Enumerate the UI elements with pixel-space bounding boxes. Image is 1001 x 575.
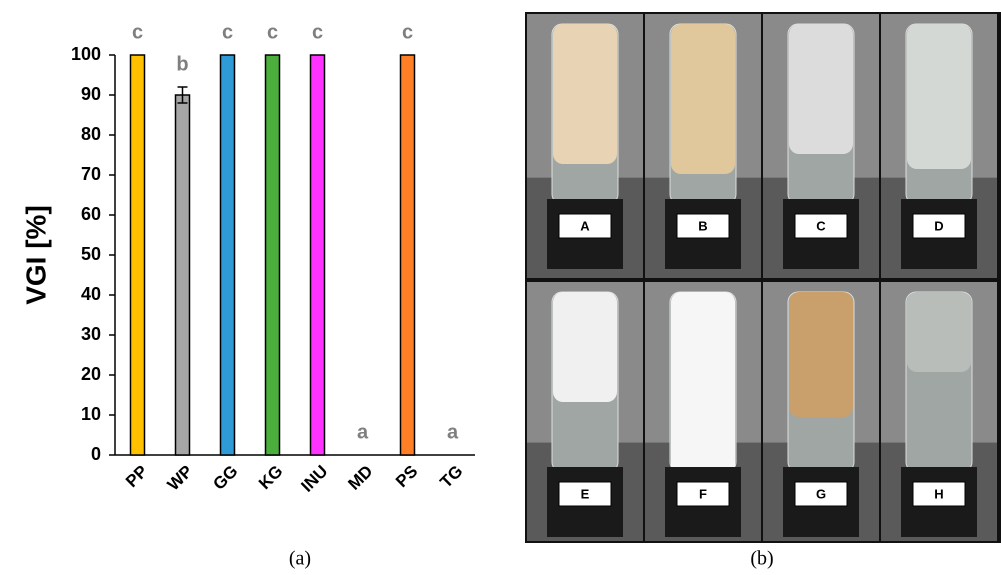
photo-label: G <box>816 486 826 501</box>
significance-letter: c <box>222 21 233 43</box>
photo-label: H <box>934 486 943 501</box>
significance-letter: b <box>176 53 188 75</box>
x-tick-label: GG <box>209 462 241 494</box>
y-tick-label: 50 <box>81 244 101 264</box>
bar <box>311 55 325 455</box>
vial-content <box>789 292 853 417</box>
y-tick-label: 30 <box>81 324 101 344</box>
significance-letter: c <box>267 21 278 43</box>
bar <box>221 55 235 455</box>
photo-label: D <box>934 218 943 233</box>
significance-letter: a <box>447 421 459 443</box>
x-tick-label: KG <box>255 462 286 493</box>
panel-caption: (b) <box>750 548 773 570</box>
x-tick-label: MD <box>344 462 376 494</box>
significance-letter: c <box>312 21 323 43</box>
panel-caption: (a) <box>289 548 311 570</box>
bar <box>131 55 145 455</box>
vial-content <box>553 292 617 402</box>
vial-content <box>907 292 971 372</box>
significance-letter: c <box>402 21 413 43</box>
y-tick-label: 90 <box>81 84 101 104</box>
vial-content <box>671 292 735 482</box>
photo-label: A <box>580 218 590 233</box>
y-tick-label: 60 <box>81 204 101 224</box>
bar <box>176 95 190 455</box>
bar <box>401 55 415 455</box>
vial-content <box>907 24 971 169</box>
photo-label: F <box>699 486 707 501</box>
y-tick-label: 0 <box>91 444 101 464</box>
x-tick-label: INU <box>297 462 331 496</box>
y-tick-label: 10 <box>81 404 101 424</box>
photo-label: B <box>698 218 707 233</box>
figure: (a) (b) VGI [%] 0 10 20 30 40 50 60 70 80 90 100 c P… <box>0 0 1001 575</box>
y-tick-label: 70 <box>81 164 101 184</box>
significance-letter: a <box>357 421 369 443</box>
y-tick-label: 40 <box>81 284 101 304</box>
y-tick-label: 100 <box>71 44 101 64</box>
x-tick-label: PS <box>392 462 421 491</box>
significance-letter: c <box>132 21 143 43</box>
photo-label: E <box>581 486 590 501</box>
x-tick-label: WP <box>164 462 197 495</box>
x-tick-label: PP <box>122 462 151 491</box>
y-tick-label: 20 <box>81 364 101 384</box>
y-tick-label: 80 <box>81 124 101 144</box>
vial-content <box>671 24 735 174</box>
y-axis-label: VGI [%] <box>20 205 51 305</box>
x-tick-label: TG <box>436 462 466 492</box>
photo-label: C <box>816 218 826 233</box>
vial-content <box>789 24 853 154</box>
bar <box>266 55 280 455</box>
vial-content <box>553 24 617 164</box>
